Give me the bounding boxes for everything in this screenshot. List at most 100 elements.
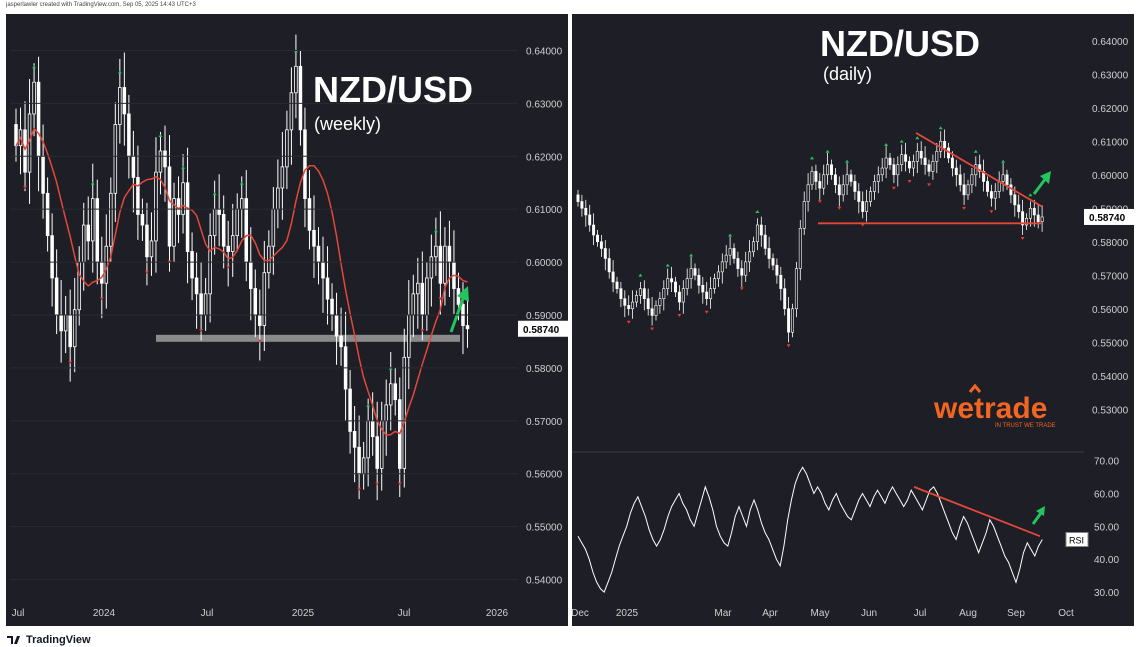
weekly-pivot-low-marker [226, 265, 231, 269]
daily-candle-body [822, 174, 826, 189]
rsi-label: RSI [1069, 536, 1084, 546]
daily-candle-body [876, 174, 880, 182]
weekly-pivot-high-marker [117, 70, 122, 74]
weekly-candle-body [294, 65, 298, 94]
weekly-pivot-low-marker [397, 482, 402, 486]
weekly-y-tick: 0.60000 [526, 258, 563, 269]
weekly-candle-body [465, 325, 470, 330]
weekly-support-zone [156, 334, 460, 342]
weekly-pivot-low-marker [23, 186, 28, 190]
daily-candle-body [670, 278, 674, 283]
weekly-candle-body [122, 87, 127, 115]
weekly-candle-body [163, 150, 167, 168]
wetrade-logo-accent-icon [968, 383, 982, 393]
daily-candle-body [783, 288, 787, 310]
daily-pivot-low-marker [786, 344, 791, 348]
daily-candle-body [576, 194, 580, 202]
daily-candle-body [1005, 174, 1009, 186]
weekly-candle-body [280, 166, 285, 189]
weekly-candle-body [127, 113, 131, 157]
weekly-candle-body [149, 240, 154, 258]
weekly-candle-body [90, 198, 95, 242]
daily-candle-body [1021, 211, 1025, 226]
daily-y-tick: 0.62000 [1092, 104, 1129, 115]
daily-candle-body [974, 164, 978, 176]
weekly-candle-body [68, 314, 72, 348]
daily-x-tick: Jun [861, 608, 877, 619]
weekly-candle-body [239, 198, 244, 210]
daily-pivot-high-marker [638, 273, 643, 277]
daily-candle-body [685, 278, 689, 289]
daily-candle-body [677, 291, 681, 303]
weekly-candle-body [325, 277, 330, 300]
daily-candle-body [943, 140, 947, 149]
weekly-candle-body [185, 182, 190, 252]
rsi-y-tick: 70.00 [1094, 457, 1119, 468]
daily-candle-body [631, 301, 635, 310]
daily-title: NZD/USD [820, 23, 980, 64]
daily-pivot-low-marker [907, 180, 912, 184]
daily-candle-body [701, 284, 705, 293]
daily-candle-body [830, 164, 833, 176]
daily-candle-body [845, 174, 849, 186]
weekly-chart[interactable]: 0.64000 0.63000 0.62000 0.61000 0.60000 0.590… [6, 14, 568, 626]
weekly-candle-body [63, 314, 68, 332]
daily-y-tick: 0.60000 [1092, 171, 1129, 182]
weekly-candle-body [176, 198, 181, 215]
daily-candle-body [787, 308, 791, 333]
weekly-y-tick: 0.64000 [526, 46, 563, 57]
weekly-pivot-high-marker [212, 192, 217, 196]
weekly-candle-body [366, 420, 370, 459]
weekly-candle-body [416, 282, 420, 295]
wetrade-tagline: IN TRUST WE TRADE [995, 423, 1056, 429]
weekly-candle-body [352, 430, 357, 448]
weekly-candle-body [303, 129, 307, 199]
weekly-candle-body [194, 277, 199, 295]
weekly-candle-body [217, 208, 221, 215]
weekly-candle-body [443, 245, 447, 284]
weekly-candle-body [72, 309, 77, 348]
daily-candle-body [724, 254, 728, 263]
rsi-y-tick: 40.00 [1094, 555, 1119, 566]
daily-candle-body [872, 181, 876, 192]
daily-candle-body [771, 258, 775, 266]
weekly-pivot-high-marker [433, 229, 438, 233]
weekly-candle-body [95, 198, 100, 263]
daily-candle-body [603, 248, 607, 259]
wetrade-logo: wetrade IN TRUST WE TRADE [933, 383, 1056, 429]
daily-y-tick: 0.63000 [1092, 70, 1129, 81]
daily-x-tick: Jul [914, 608, 927, 619]
daily-candle-body [958, 174, 962, 186]
daily-candle-body [814, 171, 818, 182]
weekly-candle-body [407, 314, 411, 358]
daily-candle-body [646, 298, 650, 310]
daily-pivot-high-marker [665, 263, 670, 267]
rsi-plot [577, 466, 1045, 593]
weekly-up-arrow-head-icon [457, 286, 469, 302]
weekly-x-tick: Jul [201, 608, 214, 619]
weekly-pivot-low-marker [357, 487, 362, 491]
weekly-candle-body [86, 224, 90, 242]
daily-candle-body [755, 224, 759, 243]
daily-candle-body [759, 224, 763, 236]
weekly-plot [14, 34, 470, 501]
weekly-candle-body [154, 171, 158, 242]
weekly-pivot-high-marker [181, 165, 186, 169]
daily-pivot-high-marker [825, 149, 830, 153]
weekly-pivot-high-marker [32, 65, 37, 69]
weekly-candle-body [59, 314, 63, 332]
weekly-candle-body [113, 124, 118, 194]
daily-y-tick: 0.61000 [1092, 137, 1129, 148]
weekly-y-tick: 0.54000 [526, 576, 563, 587]
daily-candle-body [1001, 174, 1005, 182]
daily-candle-body [592, 224, 596, 236]
footer: TradingView [6, 632, 91, 647]
weekly-y-tick: 0.59000 [526, 311, 563, 322]
daily-candle-body [1028, 207, 1032, 219]
weekly-candle-body [388, 383, 393, 406]
daily-candle-body [638, 288, 642, 296]
daily-chart[interactable]: 0.640000.630000.620000.610000.600000.590… [572, 14, 1134, 626]
weekly-pivot-high-marker [239, 181, 244, 185]
weekly-candle-body [348, 388, 352, 432]
daily-y-tick: 0.53000 [1092, 405, 1129, 416]
